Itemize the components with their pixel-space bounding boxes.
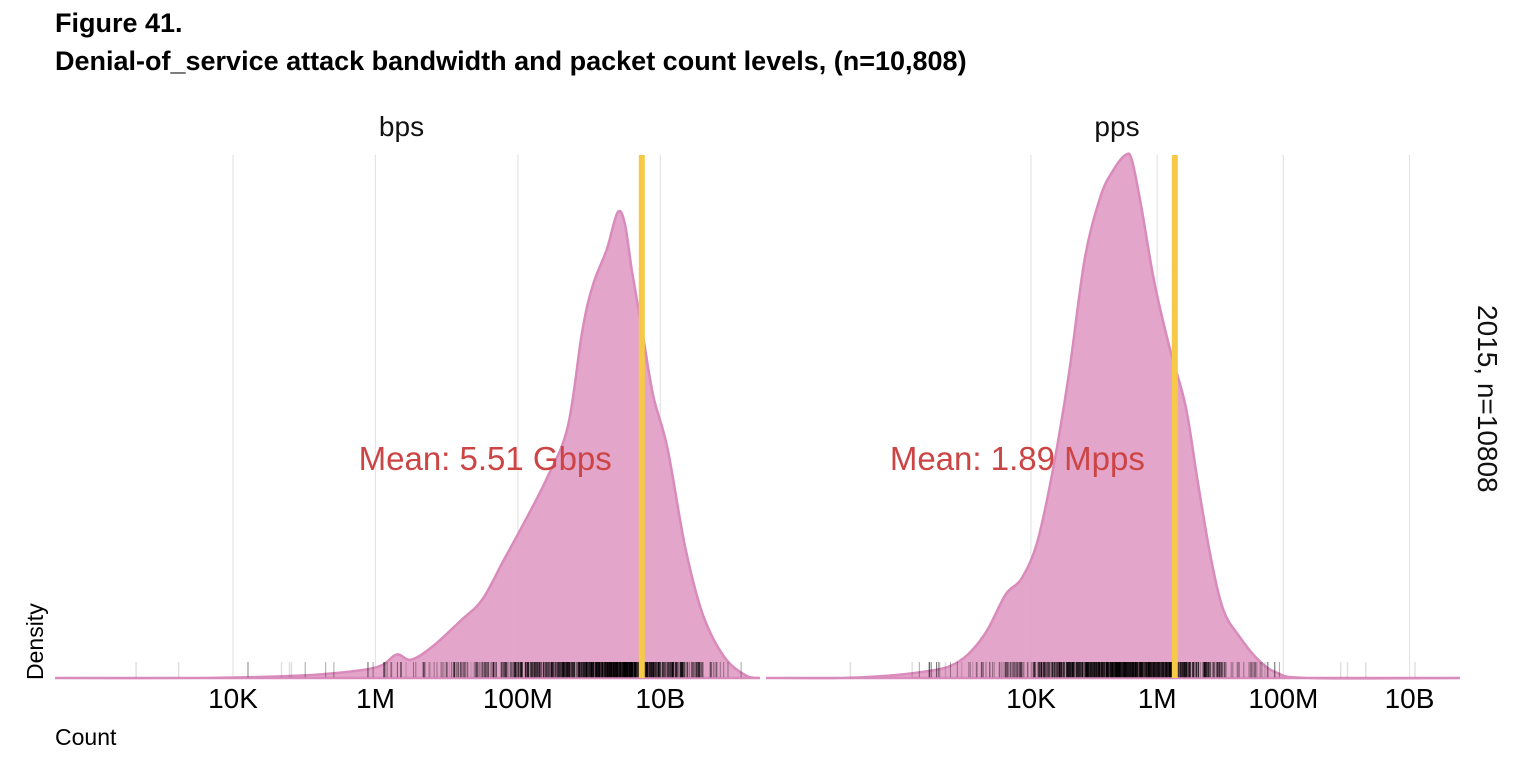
- x-tick-label-pps-2: 100M: [1248, 683, 1318, 714]
- panel-title-bps: bps: [379, 111, 424, 142]
- x-tick-label-pps-3: 10B: [1385, 683, 1435, 714]
- x-tick-label-bps-1: 1M: [356, 683, 395, 714]
- x-tick-label-pps-1: 1M: [1138, 683, 1177, 714]
- facet-label: 2015, n=10808: [1472, 305, 1503, 493]
- mean-label-pps: Mean: 1.89 Mpps: [890, 440, 1145, 477]
- panel-pps: pps Mean: 1.89 Mpps 10K 1M 100M 10B: [766, 111, 1460, 714]
- density-area-pps: [766, 154, 1460, 679]
- x-tick-label-bps-2: 100M: [483, 683, 553, 714]
- panel-bps: bps Mean: 5.51 Gbps 10K 1M 100M 10B: [55, 111, 760, 714]
- x-tick-label-bps-0: 10K: [208, 683, 258, 714]
- y-axis-label: Density: [22, 603, 48, 680]
- x-axis-label: Count: [55, 724, 117, 750]
- mean-label-bps: Mean: 5.51 Gbps: [359, 440, 612, 477]
- x-tick-label-pps-0: 10K: [1006, 683, 1056, 714]
- x-tick-label-bps-3: 10B: [635, 683, 685, 714]
- panel-title-pps: pps: [1094, 111, 1139, 142]
